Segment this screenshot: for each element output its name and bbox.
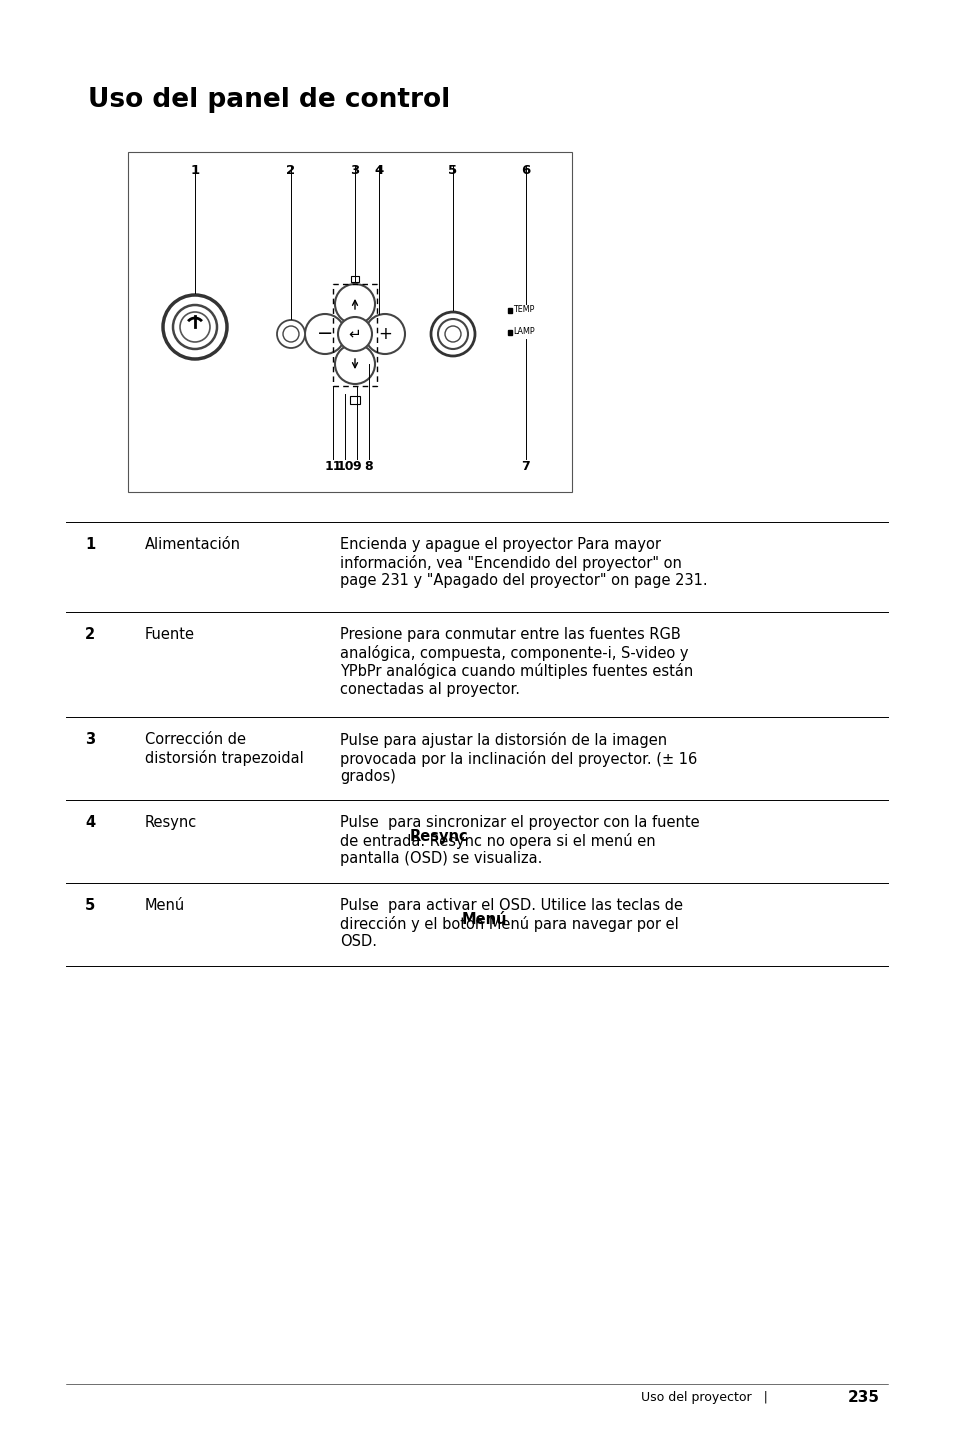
Text: 5: 5 [85, 898, 95, 914]
Text: 1: 1 [85, 537, 95, 551]
Text: Fuente: Fuente [145, 627, 194, 642]
Circle shape [305, 314, 345, 354]
Circle shape [283, 326, 298, 342]
Bar [507, 329, 512, 335]
Text: TEMP: TEMP [513, 305, 534, 315]
Circle shape [337, 316, 372, 351]
Text: 4: 4 [85, 815, 95, 831]
Bar [128, 152, 572, 493]
Text: 11: 11 [324, 461, 341, 474]
Text: 8: 8 [364, 461, 373, 474]
Bar [351, 276, 358, 282]
Circle shape [172, 305, 216, 349]
Text: 2: 2 [85, 627, 95, 642]
Text: 6: 6 [521, 165, 530, 178]
Text: 3: 3 [350, 165, 359, 178]
Text: 5: 5 [448, 165, 457, 178]
Circle shape [335, 284, 375, 324]
Text: 7: 7 [521, 461, 530, 474]
Bar [350, 397, 359, 404]
Bar [507, 308, 512, 314]
Text: LAMP: LAMP [513, 328, 534, 337]
Text: Pulse  para sincronizar el proyector con la fuente
de entrada. Resync no opera s: Pulse para sincronizar el proyector con … [339, 815, 699, 866]
Text: Corrección de
distorsión trapezoidal: Corrección de distorsión trapezoidal [145, 732, 303, 766]
Text: 2: 2 [286, 165, 295, 178]
Text: 3: 3 [85, 732, 95, 748]
Circle shape [335, 344, 375, 384]
Circle shape [365, 314, 405, 354]
Text: 10: 10 [335, 461, 354, 474]
Text: 4: 4 [374, 165, 383, 178]
Text: Encienda y apague el proyector Para mayor
información, vea "Encendido del proyec: Encienda y apague el proyector Para mayo… [339, 537, 707, 589]
Text: 1: 1 [191, 165, 199, 178]
Bar [333, 284, 376, 387]
Text: ↵: ↵ [348, 326, 361, 341]
Text: Alimentación: Alimentación [145, 537, 241, 551]
Text: 9: 9 [353, 461, 361, 474]
Text: Uso del panel de control: Uso del panel de control [88, 87, 450, 113]
Circle shape [180, 312, 210, 342]
Text: Presione para conmutar entre las fuentes RGB
analógica, compuesta, componente-i,: Presione para conmutar entre las fuentes… [339, 627, 693, 696]
Text: Pulse  para activar el OSD. Utilice las teclas de
dirección y el botón Menú para: Pulse para activar el OSD. Utilice las t… [339, 898, 682, 949]
Circle shape [276, 319, 305, 348]
Text: Resync: Resync [409, 829, 467, 845]
Text: Menú: Menú [461, 912, 506, 927]
Circle shape [444, 326, 460, 342]
Text: Resync: Resync [145, 815, 197, 831]
Text: Uso del proyector   |: Uso del proyector | [640, 1390, 780, 1403]
Text: −: − [316, 325, 333, 344]
Text: 235: 235 [847, 1389, 879, 1405]
Text: Menú: Menú [145, 898, 185, 914]
Circle shape [437, 319, 468, 349]
Text: +: + [377, 325, 392, 344]
Circle shape [163, 295, 227, 359]
Text: Pulse para ajustar la distorsión de la imagen
provocada por la inclinación del p: Pulse para ajustar la distorsión de la i… [339, 732, 697, 783]
Circle shape [431, 312, 475, 357]
